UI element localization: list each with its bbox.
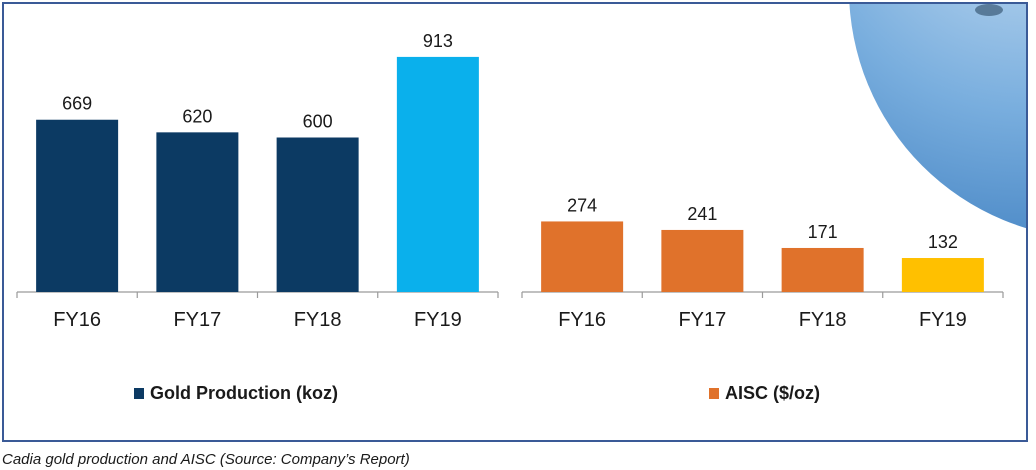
bar-fy17	[661, 229, 744, 292]
legend-label: Gold Production (koz)	[150, 383, 338, 403]
data-label: 241	[687, 204, 717, 224]
data-label: 913	[423, 31, 453, 51]
bar-fy18	[781, 247, 864, 292]
legend-gold-production: Gold Production (koz)	[134, 383, 338, 404]
legend-swatch	[134, 388, 144, 399]
aisc-chart: 274 FY16 241 FY17 171 FY18 132 FY19	[521, 195, 1004, 331]
bar-fy18	[276, 137, 359, 292]
data-label: 600	[303, 112, 333, 132]
category-tick-label: FY19	[919, 309, 967, 331]
data-label: 171	[808, 222, 838, 242]
legend-swatch	[709, 388, 719, 399]
bar-fy17	[156, 132, 239, 292]
category-tick-label: FY17	[678, 309, 726, 331]
data-label: 274	[567, 195, 597, 215]
gold-production-chart: 669 FY16 620 FY17 600 FY18 913 FY19	[16, 31, 499, 331]
figure-frame: 669 FY16 620 FY17 600 FY18 913 FY19 274 FY16 241 F…	[2, 2, 1028, 442]
legend-aisc: AISC ($/oz)	[709, 383, 820, 404]
data-label: 620	[182, 106, 212, 126]
data-label: 132	[928, 232, 958, 252]
category-tick-label: FY18	[799, 309, 847, 331]
globe-decoration	[849, 4, 1026, 229]
data-label: 669	[62, 94, 92, 114]
bar-fy16	[36, 119, 119, 292]
bar-fy19	[396, 56, 479, 293]
bar-fy19	[901, 258, 984, 292]
figure-caption: Cadia gold production and AISC (Source: …	[2, 451, 410, 468]
category-tick-label: FY18	[294, 309, 342, 331]
legend-label: AISC ($/oz)	[725, 383, 821, 403]
category-tick-label: FY16	[53, 309, 101, 331]
category-tick-label: FY16	[558, 309, 606, 331]
bar-fy16	[541, 221, 624, 292]
category-tick-label: FY17	[173, 309, 221, 331]
category-tick-label: FY19	[414, 309, 462, 331]
